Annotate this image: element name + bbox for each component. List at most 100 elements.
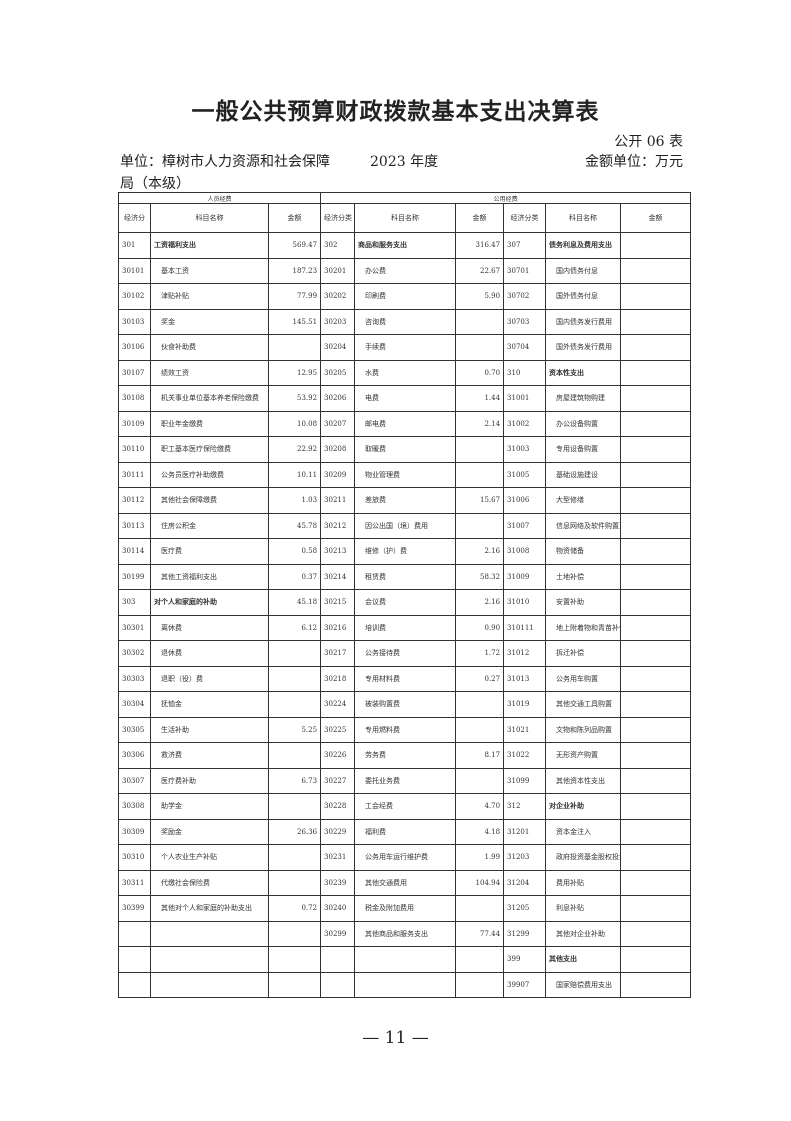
right-name-cell: 国外债务发行费用 — [545, 334, 622, 361]
table-row: 30301 离休费 6.12 30216 培训费 0.90 310111 地上附着物和青苗补偿 — [118, 614, 692, 641]
right-name-cell: 其他交通工具购置 — [545, 691, 622, 718]
left-code-cell — [118, 971, 151, 998]
left-name-cell: 其他对个人和家庭的补助支出 — [150, 895, 269, 922]
right-name-cell: 无形资产购置 — [545, 742, 622, 769]
right-code-cell: 31201 — [503, 818, 547, 845]
table-row: 301 工资福利支出 569.47 302 商品和服务支出 316.47 307 债务利息及费… — [118, 232, 692, 259]
right-name-cell: 信息网络及软件购置更新 — [545, 512, 622, 539]
middle-amount-cell: 2.16 — [455, 589, 505, 616]
middle-name-cell — [354, 946, 457, 973]
right-name-cell: 办公设备购置 — [545, 410, 622, 437]
left-amount-cell: 12.95 — [267, 359, 322, 386]
right-amount-cell — [620, 742, 692, 769]
unit-label-continued: 局（本级） — [120, 176, 190, 192]
middle-code-cell: 30206 — [320, 385, 356, 412]
right-code-cell: 310111 — [503, 614, 547, 641]
left-code-cell: 30109 — [118, 410, 151, 437]
right-amount-cell — [620, 818, 692, 845]
left-amount-cell: 1.03 — [267, 487, 322, 514]
right-amount-cell — [620, 793, 692, 820]
left-code-cell: 30309 — [118, 818, 151, 845]
middle-amount-cell — [455, 691, 505, 718]
middle-code-cell: 30218 — [320, 665, 356, 692]
left-name-cell: 津贴补贴 — [150, 283, 269, 310]
middle-code-cell: 30211 — [320, 487, 356, 514]
table-row: 30302 退休费 30217 公务接待费 1.72 31012 拆迁补偿 — [118, 640, 692, 667]
middle-name-cell — [354, 971, 457, 998]
right-code-cell: 31006 — [503, 487, 547, 514]
right-name-cell: 资本性支出 — [545, 359, 622, 386]
header-code: 经济分类 — [320, 203, 356, 233]
middle-code-cell: 30215 — [320, 589, 356, 616]
right-amount-cell — [620, 436, 692, 463]
right-code-cell: 30701 — [503, 257, 547, 284]
right-name-cell: 国内债务发行费用 — [545, 308, 622, 335]
right-code-cell: 31008 — [503, 538, 547, 565]
middle-amount-cell — [455, 971, 505, 998]
header-amount: 金额 — [267, 203, 322, 233]
right-amount-cell — [620, 589, 692, 616]
right-name-cell: 大型修缮 — [545, 487, 622, 514]
right-amount-cell — [620, 308, 692, 335]
table-row: 30305 生活补助 5.25 30225 专用燃料费 31021 文物和陈列品购置 — [118, 716, 692, 743]
left-code-cell: 30310 — [118, 844, 151, 871]
left-code-cell — [118, 946, 151, 973]
right-code-cell: 312 — [503, 793, 547, 820]
middle-code-cell: 30240 — [320, 895, 356, 922]
left-name-cell — [150, 920, 269, 947]
right-name-cell: 国家赔偿费用支出 — [545, 971, 622, 998]
left-amount-cell: 10.08 — [267, 410, 322, 437]
left-name-cell: 抚恤金 — [150, 691, 269, 718]
middle-code-cell: 30209 — [320, 461, 356, 488]
header-amount: 金额 — [620, 203, 692, 233]
middle-name-cell: 印刷费 — [354, 283, 457, 310]
middle-amount-cell: 5.90 — [455, 283, 505, 310]
table-row: 30107 绩效工资 12.95 30205 水费 0.70 310 资本性支出 — [118, 359, 692, 386]
group-public: 公用经费 — [320, 192, 692, 204]
table-row: 30310 个人农业生产补贴 30231 公务用车运行维护费 1.99 31203 政府投资… — [118, 844, 692, 871]
middle-amount-cell — [455, 334, 505, 361]
left-name-cell: 职业年金缴费 — [150, 410, 269, 437]
middle-amount-cell — [455, 512, 505, 539]
left-code-cell: 30399 — [118, 895, 151, 922]
left-name-cell: 退休费 — [150, 640, 269, 667]
left-amount-cell: 10.11 — [267, 461, 322, 488]
left-amount-cell — [267, 793, 322, 820]
right-name-cell: 费用补贴 — [545, 869, 622, 896]
middle-amount-cell: 58.32 — [455, 563, 505, 590]
table-row: 30109 职业年金缴费 10.08 30207 邮电费 2.14 31002 办公设备购置 — [118, 410, 692, 437]
middle-amount-cell: 2.14 — [455, 410, 505, 437]
middle-amount-cell — [455, 895, 505, 922]
header-name: 科目名称 — [545, 203, 622, 233]
left-amount-cell: 77.99 — [267, 283, 322, 310]
middle-code-cell: 30227 — [320, 767, 356, 794]
left-code-cell: 30306 — [118, 742, 151, 769]
left-name-cell: 工资福利支出 — [150, 232, 269, 259]
table-row: 30111 公务员医疗补助缴费 10.11 30209 物业管理费 31005 基础设施建设 — [118, 461, 692, 488]
table-row: 30199 其他工资福利支出 0.37 30214 租赁费 58.32 31009 土地补偿 — [118, 563, 692, 590]
left-name-cell: 代缴社会保险费 — [150, 869, 269, 896]
left-code-cell: 30303 — [118, 665, 151, 692]
right-amount-cell — [620, 334, 692, 361]
middle-name-cell: 委托业务费 — [354, 767, 457, 794]
right-code-cell: 31205 — [503, 895, 547, 922]
table-row: 30113 住房公积金 45.78 30212 因公出国（境）费用 31007 信息网络及软… — [118, 512, 692, 539]
right-code-cell: 31019 — [503, 691, 547, 718]
middle-code-cell: 30225 — [320, 716, 356, 743]
left-amount-cell: 22.92 — [267, 436, 322, 463]
middle-amount-cell: 104.94 — [455, 869, 505, 896]
middle-amount-cell — [455, 308, 505, 335]
header-code: 经济分类 — [503, 203, 547, 233]
middle-name-cell: 取暖费 — [354, 436, 457, 463]
middle-amount-cell: 8.17 — [455, 742, 505, 769]
right-amount-cell — [620, 410, 692, 437]
middle-code-cell: 30207 — [320, 410, 356, 437]
left-name-cell — [150, 946, 269, 973]
left-name-cell: 医疗费 — [150, 538, 269, 565]
right-name-cell: 利息补贴 — [545, 895, 622, 922]
right-code-cell: 31013 — [503, 665, 547, 692]
right-code-cell: 31021 — [503, 716, 547, 743]
left-name-cell: 职工基本医疗保险缴费 — [150, 436, 269, 463]
middle-name-cell: 邮电费 — [354, 410, 457, 437]
right-amount-cell — [620, 920, 692, 947]
